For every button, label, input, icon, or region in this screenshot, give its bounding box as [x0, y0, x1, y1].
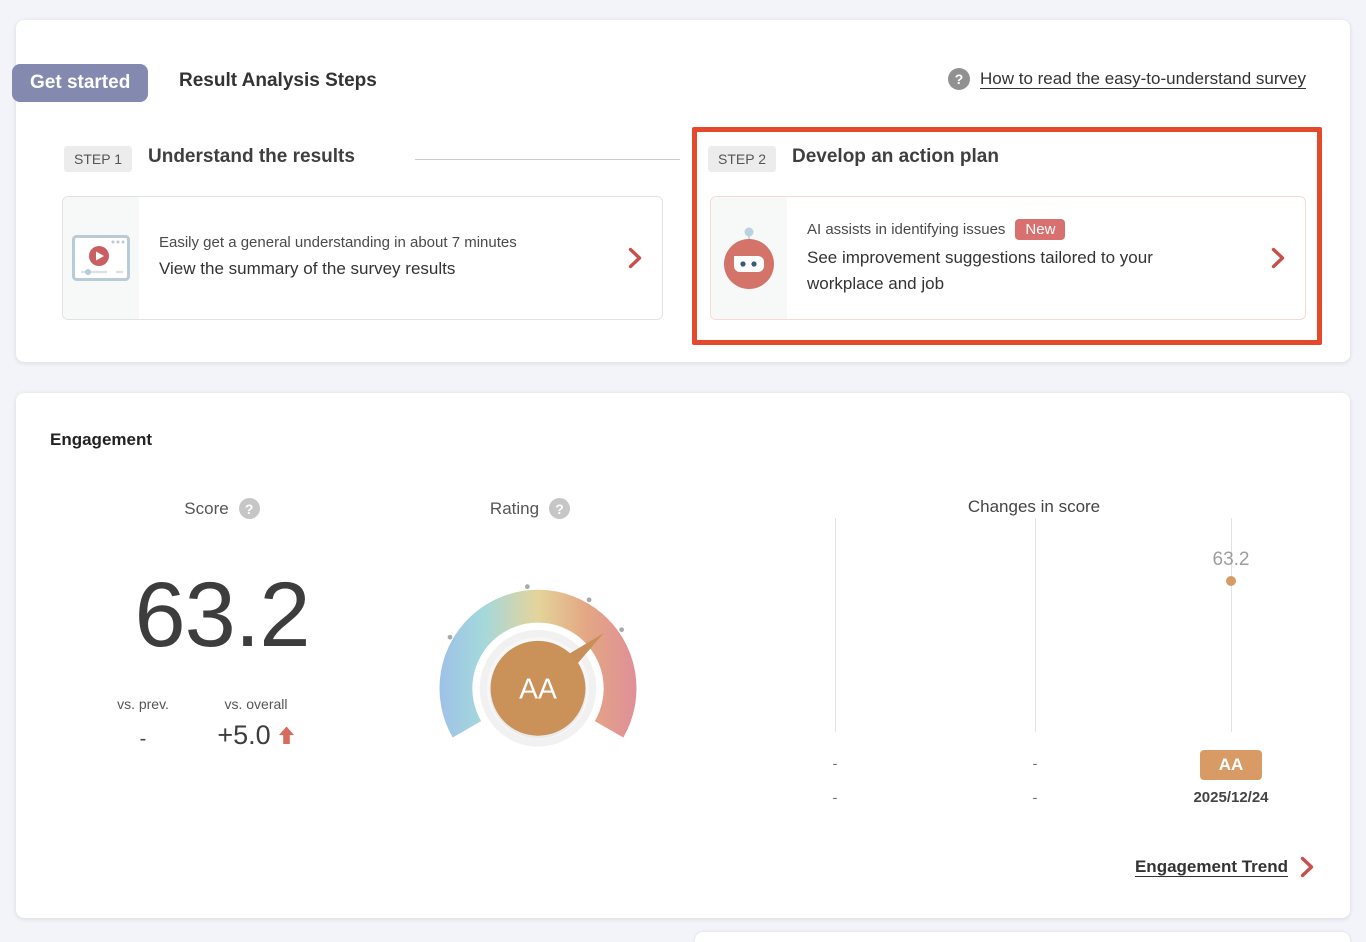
chart-rating-badge: AA — [1200, 750, 1262, 780]
axis-rating-dash: - — [832, 755, 838, 771]
divider — [415, 159, 680, 160]
axis-date-dash: - — [1032, 789, 1038, 805]
step1-card-subtitle: Easily get a general understanding in ab… — [159, 233, 517, 251]
ai-suggestions-card[interactable]: AI assists in identifying issues New See… — [710, 196, 1306, 320]
new-badge: New — [1015, 218, 1066, 240]
gauge-rating-value: AA — [519, 672, 557, 704]
step1-card-title: View the summary of the survey results — [159, 258, 456, 278]
step1-heading: Understand the results — [148, 146, 355, 167]
vs-prev-value: - — [139, 728, 147, 750]
axis-rating-dash: - — [1032, 755, 1038, 771]
rating-help-icon[interactable]: ? — [549, 498, 571, 519]
score-help-icon[interactable]: ? — [238, 498, 260, 519]
engagement-trend-link[interactable]: Engagement Trend — [1135, 856, 1314, 878]
chart-gridline — [1035, 518, 1036, 732]
vs-prev-block: vs. prev. - — [93, 696, 193, 751]
result-analysis-panel: Get started Result Analysis Steps ? How … — [12, 20, 1350, 362]
chevron-right-icon — [628, 197, 662, 319]
rating-label: Rating — [489, 498, 540, 518]
engagement-trend-label: Engagement Trend — [1134, 857, 1288, 876]
get-started-badge: Get started — [12, 64, 149, 102]
chart-gridline — [835, 518, 836, 732]
chart-point-value: 63.2 — [1212, 549, 1250, 570]
step2-card-title: See improvement suggestions tailored to … — [807, 247, 1153, 293]
step1-badge: STEP 1 — [64, 146, 132, 172]
chart-title: Changes in score — [967, 497, 1101, 516]
vs-overall-block: vs. overall +5.0 — [196, 696, 316, 751]
help-icon[interactable]: ? — [947, 68, 970, 90]
next-panel-top-edge — [695, 932, 1350, 942]
score-label: Score — [184, 498, 229, 518]
chevron-right-icon[interactable] — [1300, 856, 1314, 878]
engagement-heading: Engagement — [50, 430, 153, 449]
how-to-read-link-label: How to read the easy-to-understand surve… — [979, 69, 1306, 88]
engagement-panel: Engagement Score ? 63.2 vs. prev. - vs. … — [16, 393, 1350, 918]
rating-gauge: AA — [424, 574, 652, 803]
score-label-row: Score ? — [132, 498, 312, 519]
chart-point-dot — [1226, 576, 1236, 586]
view-summary-card[interactable]: Easily get a general understanding in ab… — [62, 196, 663, 320]
chart-gridline — [1231, 518, 1232, 732]
step2-badge: STEP 2 — [708, 146, 776, 172]
step2-highlight-frame — [692, 127, 1322, 345]
chevron-right-icon — [1271, 197, 1305, 319]
axis-date-dash: - — [832, 789, 838, 805]
page-title: Result Analysis Steps — [179, 70, 377, 91]
vs-prev-label: vs. prev. — [117, 696, 169, 712]
step2-card-subtitle: AI assists in identifying issues — [807, 220, 1006, 238]
rating-label-row: Rating ? — [450, 498, 610, 519]
arrow-up-icon — [278, 726, 294, 744]
engagement-score-value: 63.2 — [134, 564, 310, 666]
vs-overall-label: vs. overall — [224, 696, 288, 712]
vs-overall-value: +5.0 — [217, 720, 271, 750]
ai-robot-icon — [711, 197, 787, 319]
video-player-icon — [63, 197, 139, 319]
how-to-read-link[interactable]: ? How to read the easy-to-understand sur… — [947, 68, 1306, 90]
step2-heading: Develop an action plan — [792, 146, 999, 167]
chart-date-label: 2025/12/24 — [1193, 789, 1269, 806]
